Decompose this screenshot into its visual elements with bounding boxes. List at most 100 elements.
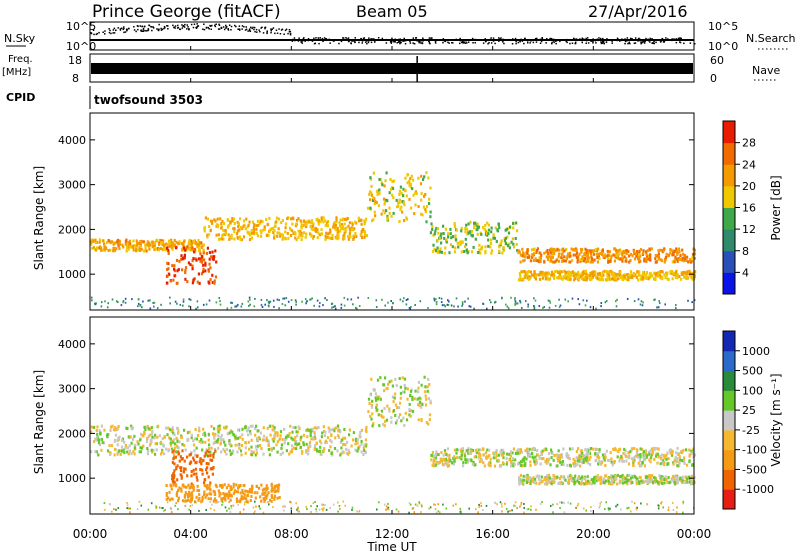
power-cell <box>400 191 403 195</box>
velocity-cell <box>177 496 180 500</box>
noise-point <box>396 42 398 44</box>
velocity-cell <box>264 487 267 491</box>
noise-point <box>377 37 380 39</box>
velocity-cell <box>339 440 342 444</box>
power-cell <box>420 198 423 202</box>
velocity-cell <box>664 454 668 458</box>
noise-point <box>183 26 186 28</box>
power-cell <box>484 229 488 233</box>
noise-point <box>601 41 603 44</box>
velocity-cell <box>165 426 168 430</box>
power-cell <box>665 252 668 256</box>
power-cell <box>118 242 121 246</box>
power-cell <box>348 227 351 231</box>
velocity-cell <box>417 403 420 407</box>
velocity-cell <box>431 463 434 467</box>
velocity-cell <box>395 421 398 425</box>
power-cell <box>179 303 182 306</box>
power-cell <box>205 251 208 255</box>
velocity-cell <box>525 457 528 461</box>
power-cell <box>206 246 209 250</box>
power-cell <box>161 243 164 247</box>
velocity-cell <box>438 461 441 464</box>
power-cell <box>276 231 279 235</box>
velocity-cell <box>631 481 634 485</box>
velocity-cell <box>227 496 230 500</box>
velocity-cell <box>576 504 579 507</box>
velocity-cell <box>248 488 252 492</box>
power-cell <box>228 235 231 238</box>
velocity-cell <box>582 458 585 462</box>
velocity-cell <box>289 424 292 428</box>
power-cell <box>565 274 568 278</box>
velocity-cell <box>445 507 448 510</box>
power-cell <box>253 231 256 235</box>
power-cell <box>647 277 650 281</box>
velocity-cell <box>464 460 468 464</box>
power-cell <box>533 297 535 300</box>
power-cell <box>352 303 354 306</box>
power-cell <box>98 238 101 242</box>
power-cell <box>390 187 393 191</box>
power-cell <box>475 228 478 232</box>
power-cell <box>473 224 476 227</box>
power-cell <box>417 205 420 208</box>
noise-point <box>464 42 466 44</box>
velocity-cell <box>95 450 98 454</box>
velocity-cell <box>162 444 165 448</box>
noise-point <box>555 40 557 42</box>
velocity-cell <box>251 424 254 428</box>
noise-point <box>215 23 217 25</box>
noise-point <box>660 41 662 43</box>
velocity-cell <box>242 484 245 488</box>
power-cell <box>404 176 407 180</box>
power-cell <box>629 270 633 274</box>
power-cell <box>267 300 270 303</box>
power-cell <box>632 248 635 252</box>
power-cell <box>439 247 442 251</box>
power-cell <box>672 253 675 257</box>
velocity-cell <box>222 491 225 495</box>
noise-point <box>466 42 468 44</box>
power-cell <box>688 269 691 273</box>
noise-point <box>186 28 188 30</box>
velocity-cell <box>408 408 411 412</box>
power-cell <box>241 227 244 231</box>
velocity-cell <box>685 480 688 484</box>
power-cell <box>433 297 435 300</box>
velocity-cell <box>502 451 505 455</box>
power-cell <box>359 232 362 236</box>
velocity-cell <box>103 441 106 445</box>
velocity-cell <box>183 467 186 471</box>
velocity-cell <box>172 431 175 435</box>
velocity-cell <box>560 480 563 484</box>
velocity-cell <box>471 449 475 452</box>
velocity-cell <box>260 483 263 487</box>
velocity-cell <box>207 438 210 442</box>
power-cell <box>526 273 529 277</box>
velocity-cell <box>297 506 299 509</box>
velocity-cell <box>313 426 316 430</box>
velocity-cell <box>605 501 607 504</box>
velocity-cell <box>573 482 576 486</box>
power-cell <box>167 249 170 253</box>
power-cell <box>675 247 678 251</box>
power-cell <box>515 221 518 225</box>
freq-unit-label: [MHz] <box>2 67 31 78</box>
velocity-cell <box>477 452 480 455</box>
power-cell <box>112 246 115 250</box>
noise-tick-left-top: 10^5 <box>66 20 96 33</box>
noise-point <box>633 42 636 44</box>
power-cell <box>457 305 459 308</box>
power-cell <box>557 255 560 259</box>
velocity-cell <box>118 435 121 439</box>
velocity-cell <box>522 458 525 462</box>
power-cell <box>412 178 415 182</box>
velocity-cell <box>318 449 321 453</box>
noise-point <box>225 26 228 28</box>
power-cell <box>348 235 351 239</box>
power-cell <box>682 257 685 261</box>
noise-point <box>653 40 655 43</box>
velocity-cell <box>558 477 561 480</box>
velocity-cell <box>374 392 377 396</box>
